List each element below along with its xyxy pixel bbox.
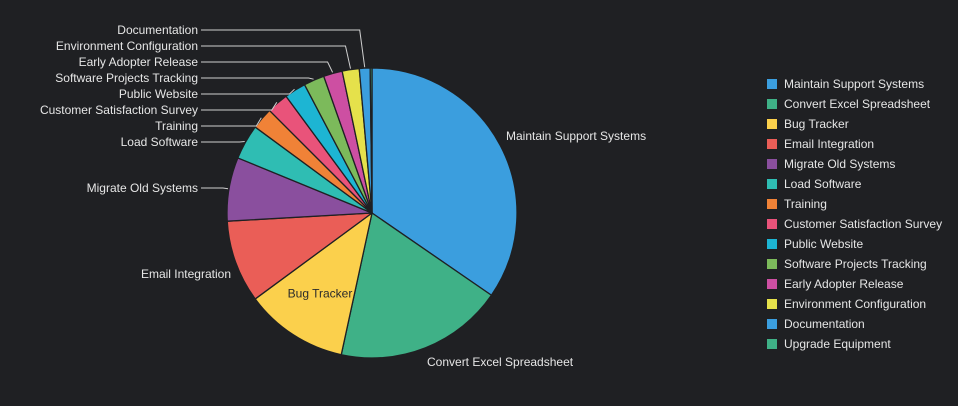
legend-item-load-software[interactable]: Load Software	[767, 174, 953, 194]
leader-line-documentation	[201, 29, 366, 68]
legend-item-maintain-support-systems[interactable]: Maintain Support Systems	[767, 74, 953, 94]
legend: Maintain Support Systems Convert Excel S…	[767, 74, 953, 354]
leader-line-public-website	[201, 88, 295, 95]
legend-item-training[interactable]: Training	[767, 194, 953, 214]
legend-item-email-integration[interactable]: Email Integration	[767, 134, 953, 154]
legend-label: Load Software	[784, 177, 862, 191]
legend-item-public-website[interactable]: Public Website	[767, 234, 953, 254]
legend-swatch	[767, 299, 777, 309]
legend-label: Convert Excel Spreadsheet	[784, 97, 931, 111]
legend-label: Maintain Support Systems	[784, 77, 925, 91]
legend-swatch	[767, 319, 777, 329]
legend-item-migrate-old-systems[interactable]: Migrate Old Systems	[767, 154, 953, 174]
legend-item-environment-configuration[interactable]: Environment Configuration	[767, 294, 953, 314]
legend-item-documentation[interactable]: Documentation	[767, 314, 953, 334]
legend-item-early-adopter-release[interactable]: Early Adopter Release	[767, 274, 953, 294]
legend-swatch	[767, 279, 777, 289]
leader-lines	[201, 29, 366, 190]
slice-label-environment-configuration: Environment Configuration	[56, 39, 198, 53]
pie-slice-bug-tracker[interactable]	[254, 212, 373, 356]
leader-line-software-projects-tracking	[201, 77, 314, 80]
pie-slice-email-integration[interactable]	[226, 212, 373, 300]
legend-item-software-projects-tracking[interactable]: Software Projects Tracking	[767, 254, 953, 274]
leader-line-load-software	[201, 141, 245, 143]
legend-swatch	[767, 219, 777, 229]
slice-label-maintain-support-systems: Maintain Support Systems	[506, 129, 646, 143]
legend-swatch	[767, 79, 777, 89]
slice-label-early-adopter-release: Early Adopter Release	[79, 55, 199, 69]
legend-label: Bug Tracker	[784, 117, 849, 131]
legend-swatch	[767, 199, 777, 209]
legend-item-convert-excel-spreadsheet[interactable]: Convert Excel Spreadsheet	[767, 94, 953, 114]
legend-swatch	[767, 159, 777, 169]
slice-labels: Maintain Support Systems Convert Excel Sp…	[40, 23, 646, 369]
slice-label-public-website: Public Website	[119, 87, 198, 101]
legend-label: Early Adopter Release	[784, 277, 904, 291]
slice-label-software-projects-tracking: Software Projects Tracking	[55, 71, 198, 85]
legend-item-customer-satisfaction-survey[interactable]: Customer Satisfaction Survey	[767, 214, 953, 234]
slice-label-convert-excel-spreadsheet: Convert Excel Spreadsheet	[427, 355, 574, 369]
legend-swatch	[767, 99, 777, 109]
legend-item-upgrade-equipment[interactable]: Upgrade Equipment	[767, 334, 953, 354]
legend-label: Software Projects Tracking	[784, 257, 927, 271]
pie-slice-upgrade-equipment[interactable]	[369, 67, 373, 214]
slice-label-customer-satisfaction-survey: Customer Satisfaction Survey	[40, 103, 198, 117]
legend-label: Documentation	[784, 317, 865, 331]
pie-slices	[226, 67, 518, 359]
legend-swatch	[767, 339, 777, 349]
slice-label-documentation: Documentation	[117, 23, 198, 37]
leader-line-customer-satisfaction-survey	[201, 102, 278, 111]
slice-label-bug-tracker: Bug Tracker	[288, 286, 353, 300]
legend-swatch	[767, 139, 777, 149]
pie-slice-convert-excel-spreadsheet[interactable]	[340, 212, 493, 359]
legend-label: Training	[784, 197, 827, 211]
slice-label-load-software: Load Software	[121, 135, 199, 149]
legend-label: Migrate Old Systems	[784, 157, 896, 171]
leader-line-environment-configuration	[201, 45, 351, 69]
legend-label: Environment Configuration	[784, 297, 927, 311]
leader-line-training	[201, 117, 262, 127]
legend-swatch	[767, 259, 777, 269]
legend-label: Customer Satisfaction Survey	[784, 217, 943, 231]
pie-slice-maintain-support-systems[interactable]	[371, 67, 518, 296]
legend-swatch	[767, 239, 777, 249]
slice-label-email-integration: Email Integration	[141, 267, 231, 281]
leader-line-early-adopter-release	[201, 61, 334, 73]
legend-swatch	[767, 179, 777, 189]
legend-label: Public Website	[784, 237, 864, 251]
slice-label-training: Training	[155, 119, 198, 133]
legend-item-bug-tracker[interactable]: Bug Tracker	[767, 114, 953, 134]
legend-swatch	[767, 119, 777, 129]
leader-line-migrate-old-systems	[201, 187, 229, 190]
legend-label: Email Integration	[784, 137, 875, 151]
slice-label-migrate-old-systems: Migrate Old Systems	[87, 181, 198, 195]
legend-label: Upgrade Equipment	[784, 337, 891, 351]
